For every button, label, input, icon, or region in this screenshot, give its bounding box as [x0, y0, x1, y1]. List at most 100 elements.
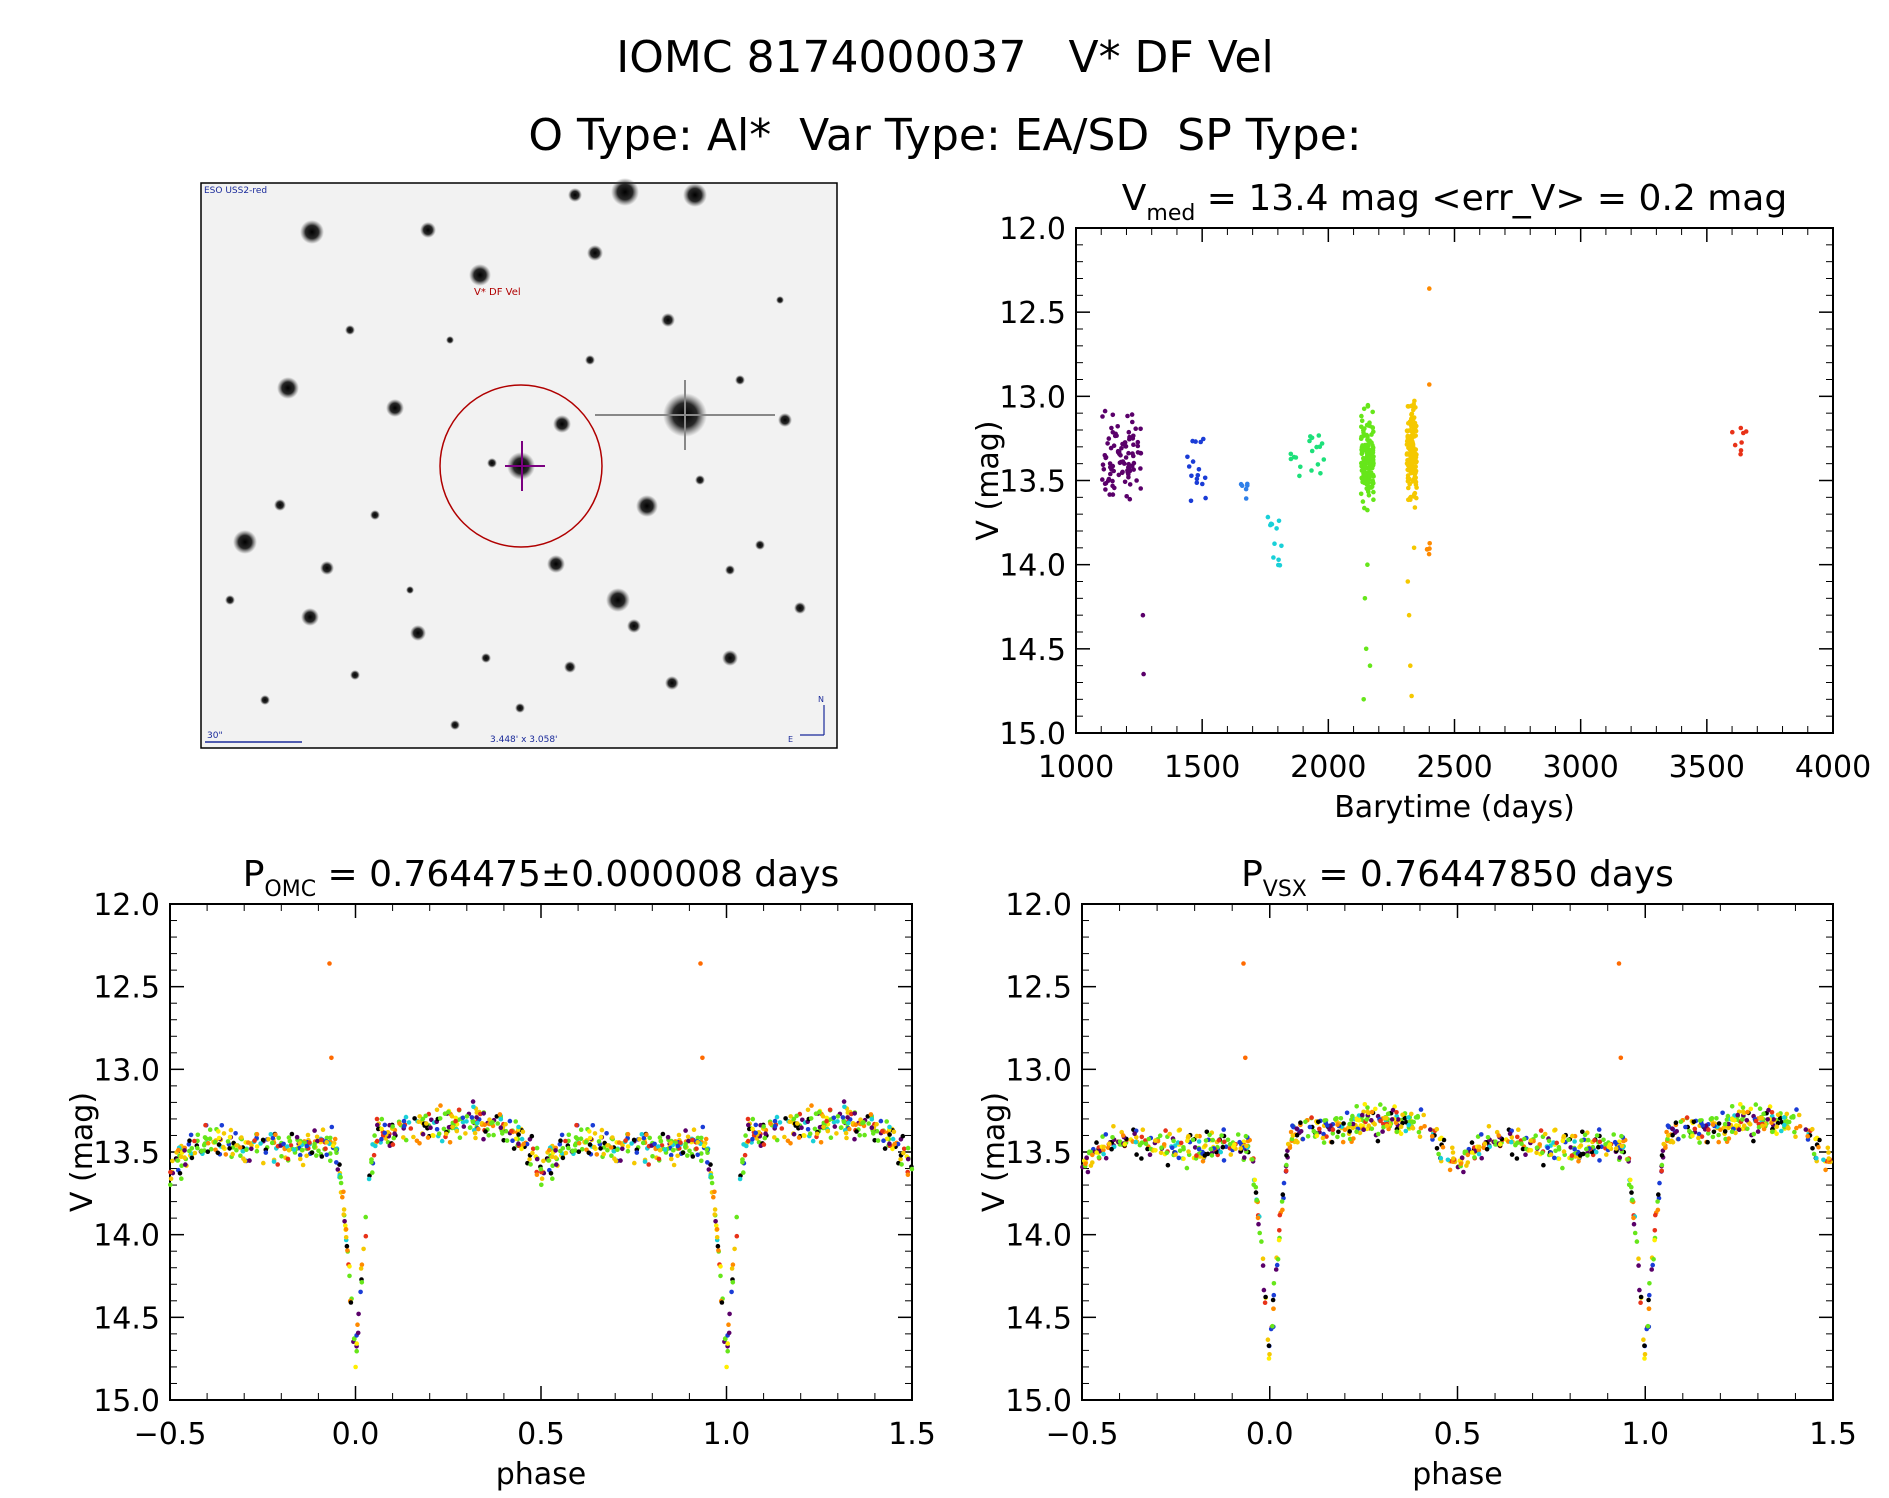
data-point	[1413, 428, 1419, 434]
data-point	[503, 1122, 508, 1127]
data-point	[1380, 1129, 1385, 1134]
data-point	[374, 1116, 380, 1122]
data-point	[1616, 961, 1622, 966]
data-point	[1202, 475, 1208, 481]
data-point	[1716, 1121, 1722, 1126]
data-point	[729, 1266, 735, 1271]
data-point	[1196, 1139, 1202, 1144]
data-point	[1472, 1155, 1477, 1160]
data-point	[1757, 1106, 1763, 1111]
data-point	[554, 1162, 559, 1167]
data-point	[1629, 1190, 1634, 1195]
data-point	[355, 1322, 360, 1327]
data-point	[1285, 1141, 1291, 1147]
data-point	[594, 1152, 600, 1157]
data-point	[287, 1138, 293, 1144]
data-point	[723, 1336, 728, 1342]
x-axis-label: phase	[496, 1457, 587, 1492]
data-point	[1210, 1137, 1216, 1143]
data-point	[510, 1138, 515, 1143]
data-point	[1126, 465, 1131, 470]
data-point	[1369, 432, 1374, 437]
data-point	[835, 1114, 841, 1119]
data-point	[342, 1219, 347, 1224]
data-point	[1751, 1131, 1757, 1137]
data-point	[1758, 1115, 1763, 1121]
data-point	[1252, 1177, 1258, 1183]
data-point	[275, 1162, 281, 1167]
data-point	[247, 1158, 252, 1163]
chart-phase-vsx: −0.5 0.0 0.5 1.0 1.5 12.0 12.5 13.0 13.5 14.0 14.5…	[977, 854, 1857, 1492]
data-point	[1122, 1142, 1127, 1147]
data-point	[1509, 1139, 1514, 1145]
data-point	[358, 1266, 364, 1271]
data-point	[1115, 424, 1120, 429]
data-point	[202, 1135, 208, 1140]
chart-title: Vmed = 13.4 mag <err_V> = 0.2 mag	[1122, 178, 1787, 226]
data-point	[631, 1137, 637, 1143]
data-point	[1341, 1121, 1346, 1126]
data-point	[1181, 1156, 1186, 1162]
data-point	[332, 1136, 338, 1142]
x-tick-label: −0.5	[134, 1417, 207, 1452]
data-point	[632, 1160, 637, 1166]
data-point	[1127, 436, 1132, 442]
data-point	[1360, 449, 1365, 454]
data-point	[746, 1122, 751, 1128]
data-point	[227, 1134, 233, 1140]
data-point	[1722, 1129, 1728, 1134]
data-point	[1625, 1157, 1631, 1162]
data-point	[1369, 1126, 1375, 1132]
data-point	[1116, 472, 1122, 478]
data-point	[1606, 1144, 1612, 1150]
data-point	[1714, 1116, 1719, 1121]
data-point	[605, 1147, 610, 1153]
y-axis-label: V (mag)	[65, 1092, 100, 1212]
data-point	[1434, 1126, 1440, 1132]
data-point	[1582, 1132, 1588, 1138]
data-point	[647, 1135, 652, 1141]
data-point	[1359, 418, 1365, 424]
data-point	[1410, 461, 1416, 466]
data-point	[279, 1154, 284, 1159]
data-point	[1094, 1150, 1099, 1155]
data-point	[750, 1116, 756, 1122]
data-point	[742, 1152, 748, 1158]
data-point	[905, 1156, 911, 1162]
data-point	[683, 1144, 688, 1149]
data-point	[652, 1141, 657, 1147]
data-point	[1134, 478, 1139, 483]
data-point	[1112, 485, 1117, 491]
star	[301, 608, 319, 626]
data-point	[1371, 489, 1376, 495]
data-point	[1100, 1134, 1105, 1139]
data-point	[516, 1124, 521, 1130]
data-point	[1412, 505, 1418, 510]
data-point	[1427, 286, 1432, 291]
data-point	[1244, 1143, 1249, 1149]
data-point	[355, 1330, 361, 1336]
data-point	[1176, 1155, 1182, 1161]
data-point	[1652, 1237, 1657, 1243]
data-point	[1655, 1199, 1660, 1204]
data-point	[566, 1132, 572, 1138]
data-point	[513, 1136, 519, 1142]
data-point	[1102, 408, 1108, 414]
data-point	[866, 1121, 871, 1126]
data-point	[352, 1336, 357, 1342]
data-point	[1378, 1102, 1383, 1107]
data-point	[1303, 1119, 1308, 1125]
data-point	[519, 1136, 525, 1142]
x-tick-label: 1.5	[1809, 1417, 1857, 1452]
data-point	[530, 1146, 536, 1152]
data-point	[1126, 472, 1131, 477]
data-point	[457, 1135, 463, 1140]
data-point	[170, 1158, 175, 1164]
data-point	[890, 1146, 895, 1152]
data-point	[1459, 1155, 1465, 1160]
data-point	[1406, 485, 1411, 491]
star	[300, 220, 324, 244]
data-point	[443, 1131, 449, 1137]
data-point	[729, 1289, 734, 1295]
data-point	[1716, 1132, 1721, 1138]
